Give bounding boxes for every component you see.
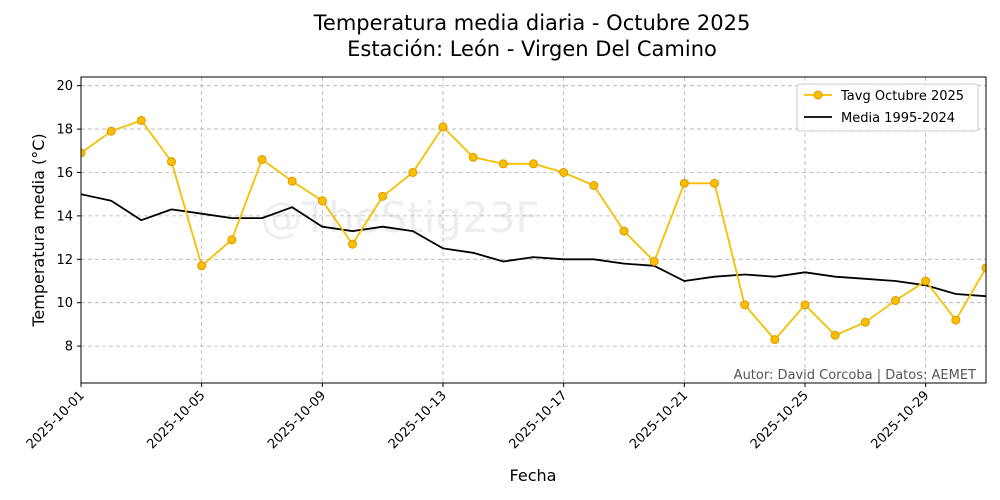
y-tick-label: 16 [56, 166, 73, 181]
data-point-tavg [408, 167, 418, 177]
data-point-tavg [136, 115, 146, 125]
x-axis-label: Fecha [510, 466, 557, 485]
x-tick-label: 2025-10-05 [144, 388, 208, 452]
data-point-tavg [710, 178, 719, 188]
data-point-tavg [559, 167, 569, 177]
data-point-tavg [981, 263, 986, 273]
watermark: @TheStig23F [260, 193, 539, 242]
x-tick-label: 2025-10-17 [506, 388, 570, 452]
data-point-tavg [167, 157, 176, 167]
y-tick-label: 20 [56, 79, 73, 94]
x-tick-label: 2025-10-01 [24, 388, 88, 452]
legend-marker-tavg [813, 90, 823, 100]
chart-title: Temperatura media diaria - Octubre 2025 [313, 11, 751, 35]
y-tick-label: 14 [56, 209, 73, 224]
data-point-tavg [891, 296, 900, 306]
data-point-tavg [257, 154, 267, 164]
y-tick-label: 18 [56, 123, 73, 138]
data-point-tavg [438, 122, 448, 132]
data-point-tavg [830, 330, 840, 340]
data-point-tavg [498, 159, 508, 169]
y-tick-label: 10 [56, 296, 73, 311]
data-point-tavg [197, 261, 207, 271]
data-point-tavg [619, 226, 629, 236]
data-point-tavg [106, 126, 116, 136]
chart-subtitle: Estación: León - Virgen Del Camino [347, 37, 717, 61]
series-line-media [81, 193, 986, 298]
data-point-tavg [800, 300, 810, 310]
y-tick-label: 8 [65, 340, 73, 355]
y-tick-label: 12 [56, 253, 73, 268]
legend-box [796, 83, 979, 132]
data-point-tavg [649, 256, 659, 266]
data-point-tavg [589, 181, 599, 191]
axis-ticks: 8 10 12 14 16 18 20 2025-10-01 2025-10-05 2025-10… [24, 79, 933, 452]
data-point-tavg [348, 239, 357, 249]
data-point-tavg [679, 178, 689, 188]
x-tick-label: 2025-10-13 [386, 388, 450, 452]
data-point-tavg [860, 317, 870, 327]
data-point-tavg [770, 335, 780, 345]
x-tick-label: 2025-10-25 [748, 388, 812, 452]
data-point-tavg [317, 196, 327, 206]
legend-label-media: Media 1995-2024 [841, 111, 955, 126]
plot-frame [80, 76, 987, 384]
data-point-tavg [468, 152, 478, 162]
y-axis-label: Temperatura media (°C) [29, 133, 48, 327]
data-point-tavg [740, 300, 750, 310]
data-point-tavg [81, 148, 86, 158]
source-annotation: Autor: David Corcoba | Datos: AEMET [734, 368, 976, 383]
x-tick-label: 2025-10-09 [265, 388, 329, 452]
data-point-tavg [227, 235, 237, 245]
legend-label-tavg: Tavg Octubre 2025 [840, 89, 964, 104]
data-point-tavg [529, 159, 538, 169]
data-point-tavg [287, 176, 297, 186]
data-point-tavg [921, 276, 931, 286]
series-layer [81, 115, 986, 345]
x-tick-label: 2025-10-29 [868, 388, 932, 452]
x-tick-label: 2025-10-21 [627, 388, 691, 452]
data-point-tavg [951, 315, 961, 325]
legend: Tavg Octubre 2025 Media 1995-2024 [796, 83, 979, 132]
data-point-tavg [378, 191, 388, 201]
